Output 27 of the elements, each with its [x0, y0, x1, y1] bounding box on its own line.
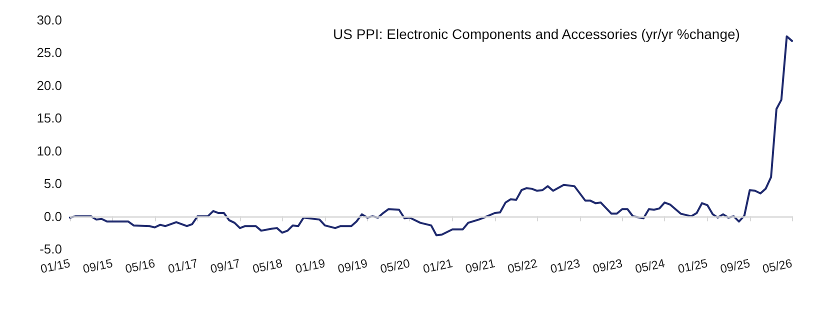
y-tick-label: 15.0: [36, 110, 62, 126]
x-tick-label: 01/25: [676, 256, 710, 276]
x-tick-label: 01/23: [549, 256, 582, 276]
y-tick-label: -5.0: [40, 242, 62, 256]
x-tick-label: 05/26: [761, 256, 794, 276]
x-tick-label: 05/20: [378, 256, 412, 276]
x-tick-label: 05/16: [124, 256, 157, 276]
y-tick-label: 0.0: [44, 208, 62, 224]
y-tick-label: 10.0: [36, 143, 62, 158]
x-tick-label: 01/15: [39, 256, 72, 276]
x-tick-label: 01/21: [422, 256, 454, 276]
x-tick-label: 09/23: [591, 256, 624, 276]
y-tick-label: 20.0: [36, 78, 62, 93]
y-tick-label: 30.0: [36, 12, 62, 28]
x-tick-label: 01/19: [294, 256, 327, 276]
x-tick-label: 09/21: [464, 256, 497, 276]
y-tick-label: 25.0: [36, 45, 62, 60]
x-tick-label: 09/25: [718, 256, 752, 276]
x-tick-label: 09/19: [336, 256, 370, 276]
x-tick-label: 09/17: [209, 256, 242, 276]
x-tick-label: 05/22: [506, 256, 539, 276]
y-tick-label: 5.0: [44, 176, 62, 192]
x-tick-label: 01/17: [166, 256, 200, 276]
chart-title: US PPI: Electronic Components and Accessories (yr/yr %change): [333, 26, 740, 42]
x-tick-label: 05/24: [634, 256, 666, 276]
x-tick-label: 05/18: [251, 256, 284, 276]
x-tick-label: 09/15: [82, 256, 114, 276]
